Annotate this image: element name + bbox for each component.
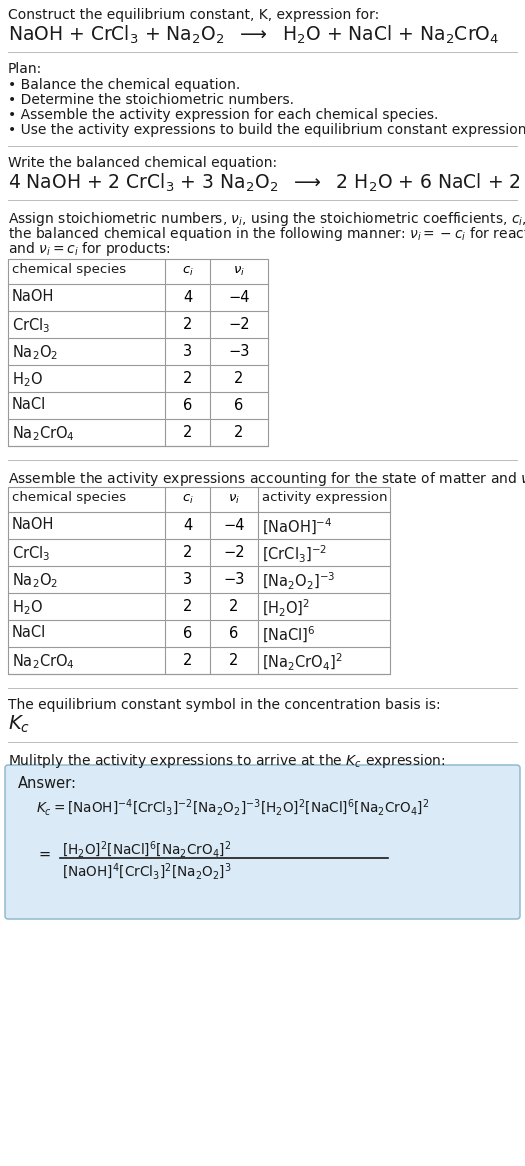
Text: Plan:: Plan: xyxy=(8,62,42,76)
Text: 2: 2 xyxy=(183,424,192,440)
Text: Mulitply the activity expressions to arrive at the $K_c$ expression:: Mulitply the activity expressions to arr… xyxy=(8,752,445,770)
Bar xyxy=(8,259,268,447)
Text: [Na$_2$O$_2$]$^{-3}$: [Na$_2$O$_2$]$^{-3}$ xyxy=(262,571,335,592)
Text: 4 NaOH + 2 CrCl$_3$ + 3 Na$_2$O$_2$  $\longrightarrow$  2 H$_2$O + 6 NaCl + 2 Na: 4 NaOH + 2 CrCl$_3$ + 3 Na$_2$O$_2$ $\lo… xyxy=(8,173,525,195)
Text: chemical species: chemical species xyxy=(12,491,126,504)
FancyBboxPatch shape xyxy=(5,765,520,919)
Text: NaCl: NaCl xyxy=(12,625,46,640)
Text: $[\mathrm{H_2O}]^{2} [\mathrm{NaCl}]^{6} [\mathrm{Na_2CrO_4}]^{2}$: $[\mathrm{H_2O}]^{2} [\mathrm{NaCl}]^{6}… xyxy=(62,840,232,861)
Text: H$_2$O: H$_2$O xyxy=(12,370,43,388)
Text: • Determine the stoichiometric numbers.: • Determine the stoichiometric numbers. xyxy=(8,93,294,107)
Text: CrCl$_3$: CrCl$_3$ xyxy=(12,316,50,335)
Text: Answer:: Answer: xyxy=(18,777,77,791)
Text: 6: 6 xyxy=(183,626,192,641)
Text: 2: 2 xyxy=(234,371,244,386)
Text: $\nu_i$: $\nu_i$ xyxy=(228,493,240,506)
Text: 2: 2 xyxy=(234,424,244,440)
Text: NaOH: NaOH xyxy=(12,289,55,304)
Text: Na$_2$O$_2$: Na$_2$O$_2$ xyxy=(12,571,58,590)
Text: −3: −3 xyxy=(228,344,250,359)
Text: [NaOH]$^{-4}$: [NaOH]$^{-4}$ xyxy=(262,517,332,538)
Text: 3: 3 xyxy=(183,344,192,359)
Text: [H$_2$O]$^{2}$: [H$_2$O]$^{2}$ xyxy=(262,598,310,619)
Text: −3: −3 xyxy=(223,573,245,586)
Text: NaOH + CrCl$_3$ + Na$_2$O$_2$  $\longrightarrow$  H$_2$O + NaCl + Na$_2$CrO$_4$: NaOH + CrCl$_3$ + Na$_2$O$_2$ $\longrigh… xyxy=(8,24,499,47)
Text: the balanced chemical equation in the following manner: $\nu_i = -c_i$ for react: the balanced chemical equation in the fo… xyxy=(8,225,525,243)
Text: CrCl$_3$: CrCl$_3$ xyxy=(12,545,50,563)
Text: • Balance the chemical equation.: • Balance the chemical equation. xyxy=(8,78,240,92)
Text: −2: −2 xyxy=(223,545,245,560)
Text: 2: 2 xyxy=(183,599,192,614)
Text: 2: 2 xyxy=(183,653,192,668)
Text: $c_i$: $c_i$ xyxy=(182,265,193,278)
Text: $c_i$: $c_i$ xyxy=(182,493,193,506)
Text: −4: −4 xyxy=(228,290,250,305)
Text: NaCl: NaCl xyxy=(12,396,46,412)
Text: H$_2$O: H$_2$O xyxy=(12,598,43,617)
Text: • Assemble the activity expression for each chemical species.: • Assemble the activity expression for e… xyxy=(8,108,438,122)
Text: Write the balanced chemical equation:: Write the balanced chemical equation: xyxy=(8,156,277,170)
Text: [NaCl]$^{6}$: [NaCl]$^{6}$ xyxy=(262,625,316,645)
Text: Assign stoichiometric numbers, $\nu_i$, using the stoichiometric coefficients, $: Assign stoichiometric numbers, $\nu_i$, … xyxy=(8,210,525,229)
Text: • Use the activity expressions to build the equilibrium constant expression.: • Use the activity expressions to build … xyxy=(8,122,525,136)
Text: 4: 4 xyxy=(183,290,192,305)
Text: Construct the equilibrium constant, K, expression for:: Construct the equilibrium constant, K, e… xyxy=(8,8,379,22)
Text: $[\mathrm{NaOH}]^{4} [\mathrm{CrCl_3}]^{2} [\mathrm{Na_2O_2}]^{3}$: $[\mathrm{NaOH}]^{4} [\mathrm{CrCl_3}]^{… xyxy=(62,862,232,883)
Text: 4: 4 xyxy=(183,518,192,533)
Bar xyxy=(8,487,390,674)
Text: chemical species: chemical species xyxy=(12,264,126,276)
Text: and $\nu_i = c_i$ for products:: and $\nu_i = c_i$ for products: xyxy=(8,240,171,258)
Text: NaOH: NaOH xyxy=(12,517,55,532)
Text: 6: 6 xyxy=(234,398,244,413)
Text: 2: 2 xyxy=(183,545,192,560)
Text: 2: 2 xyxy=(229,653,239,668)
Text: $K_c$: $K_c$ xyxy=(8,714,30,736)
Text: 3: 3 xyxy=(183,573,192,586)
Text: Na$_2$CrO$_4$: Na$_2$CrO$_4$ xyxy=(12,424,75,443)
Text: $\nu_i$: $\nu_i$ xyxy=(233,265,245,278)
Text: $K_c = [\mathrm{NaOH}]^{-4} [\mathrm{CrCl_3}]^{-2} [\mathrm{Na_2O_2}]^{-3} [\mat: $K_c = [\mathrm{NaOH}]^{-4} [\mathrm{CrC… xyxy=(36,798,429,819)
Text: 6: 6 xyxy=(229,626,239,641)
Text: Assemble the activity expressions accounting for the state of matter and $\nu_i$: Assemble the activity expressions accoun… xyxy=(8,470,525,489)
Text: The equilibrium constant symbol in the concentration basis is:: The equilibrium constant symbol in the c… xyxy=(8,698,440,712)
Text: Na$_2$O$_2$: Na$_2$O$_2$ xyxy=(12,343,58,361)
Text: $=$: $=$ xyxy=(36,847,51,861)
Text: −2: −2 xyxy=(228,317,250,332)
Text: −4: −4 xyxy=(223,518,245,533)
Text: 2: 2 xyxy=(229,599,239,614)
Text: [Na$_2$CrO$_4$]$^{2}$: [Na$_2$CrO$_4$]$^{2}$ xyxy=(262,652,343,673)
Text: Na$_2$CrO$_4$: Na$_2$CrO$_4$ xyxy=(12,652,75,670)
Text: 6: 6 xyxy=(183,398,192,413)
Text: 2: 2 xyxy=(183,317,192,332)
Text: 2: 2 xyxy=(183,371,192,386)
Text: [CrCl$_3$]$^{-2}$: [CrCl$_3$]$^{-2}$ xyxy=(262,545,327,566)
Text: activity expression: activity expression xyxy=(262,491,387,504)
